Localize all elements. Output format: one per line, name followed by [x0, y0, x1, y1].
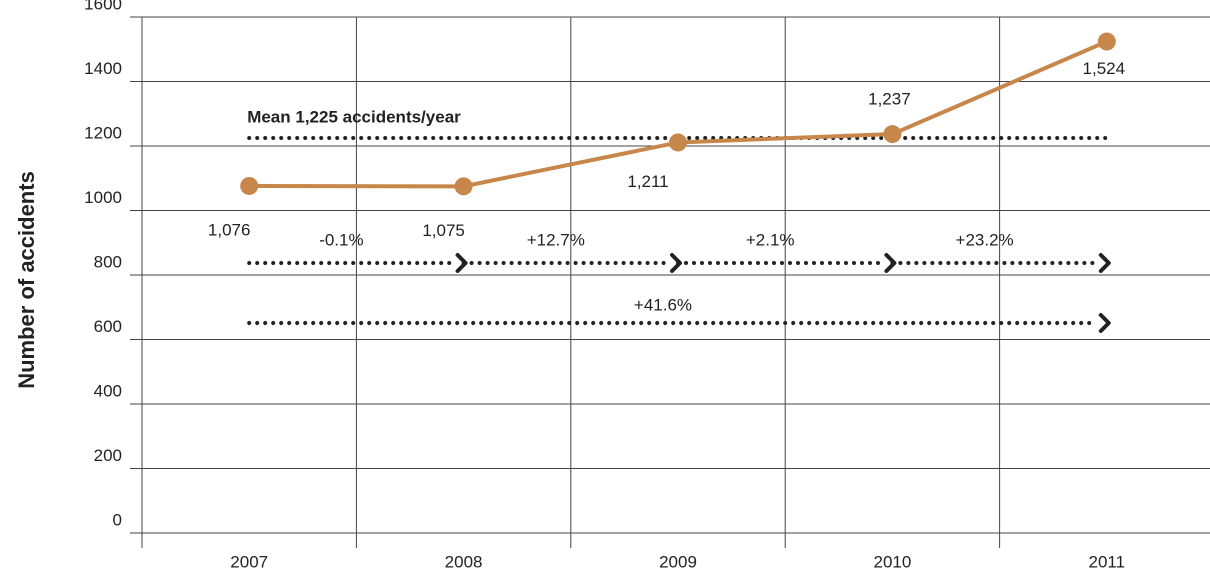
value-label: 1,076: [208, 220, 251, 239]
data-point: [883, 125, 902, 144]
value-label: 1,211: [627, 172, 668, 191]
x-tick-label: 2011: [1089, 552, 1126, 571]
data-point: [240, 176, 259, 195]
data-point: [1097, 32, 1116, 51]
x-tick-label: 2007: [230, 552, 268, 571]
y-tick-label: 600: [94, 317, 122, 336]
change-label: +12.7%: [527, 230, 585, 249]
y-tick-label: 800: [94, 252, 122, 271]
y-tick-label: 200: [94, 446, 122, 465]
y-tick-label: 400: [94, 381, 122, 400]
value-label: 1,524: [1083, 59, 1126, 78]
overall-label: +41.6%: [634, 295, 692, 314]
arrow-head: [1098, 313, 1111, 333]
x-tick-label: 2009: [659, 552, 697, 571]
value-label: 1,237: [868, 90, 911, 109]
y-tick-label: 1000: [84, 188, 122, 207]
mean-label: Mean 1,225 accidents/year: [247, 107, 461, 126]
value-label: 1,075: [422, 221, 465, 240]
y-tick-label: 1200: [84, 123, 122, 142]
change-label: -0.1%: [319, 230, 363, 249]
y-tick-label: 1600: [84, 0, 122, 13]
x-tick-label: 2010: [873, 552, 911, 571]
data-point: [454, 177, 473, 196]
y-tick-label: 1400: [84, 59, 122, 78]
arrow-head: [1098, 253, 1111, 273]
y-axis-label: Number of accidents: [14, 171, 39, 389]
change-label: +2.1%: [746, 230, 795, 249]
y-tick-label: 0: [113, 510, 122, 529]
x-tick-label: 2008: [445, 552, 483, 571]
data-point: [669, 133, 687, 152]
change-label: +23.2%: [956, 230, 1014, 249]
